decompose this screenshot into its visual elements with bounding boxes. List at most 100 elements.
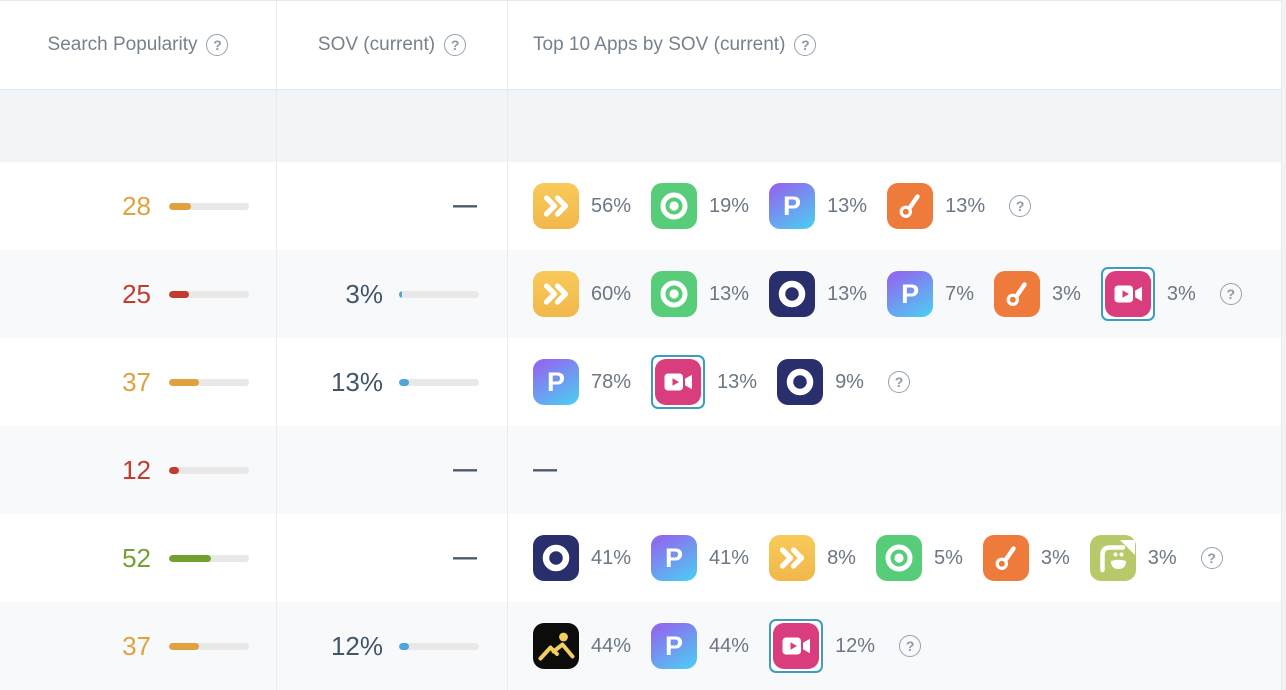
keyword-row: 28 — 56% 19% P 13% 13%? bbox=[0, 162, 1286, 250]
sov-cell: 13% bbox=[277, 338, 508, 426]
help-icon[interactable]: ? bbox=[206, 34, 229, 56]
smiley-icon[interactable] bbox=[1089, 535, 1136, 581]
app-item: 5% bbox=[875, 535, 963, 581]
letter-o-icon[interactable] bbox=[533, 535, 579, 581]
app-sov-value: 7% bbox=[945, 282, 974, 305]
letter-p-glyph: P bbox=[546, 366, 565, 397]
app-item: 41% bbox=[533, 535, 631, 581]
app-item: 13% bbox=[769, 271, 867, 317]
keyword-row: 37 13% P 78% 13% 9%? bbox=[0, 338, 1286, 426]
popularity-value: 37 bbox=[122, 366, 151, 397]
selected-app-outline bbox=[1100, 267, 1155, 321]
app-item: 13% bbox=[651, 271, 749, 317]
letter-p-icon[interactable]: P bbox=[533, 359, 579, 405]
popularity-value: 52 bbox=[122, 542, 151, 573]
app-item: 13% bbox=[887, 183, 985, 229]
app-item: 44% bbox=[533, 623, 631, 669]
sov-cell: — bbox=[277, 514, 508, 602]
app-sov-value: 13% bbox=[709, 282, 750, 305]
column-header-top-apps[interactable]: Top 10 Apps by SOV (current) ? bbox=[508, 1, 1286, 89]
app-item: 13% bbox=[651, 355, 757, 409]
app-sov-value: 5% bbox=[933, 546, 963, 569]
bar-fill bbox=[169, 554, 211, 562]
popularity-bar bbox=[169, 642, 249, 650]
app-sov-value: 13% bbox=[827, 194, 868, 217]
popularity-cell: 37 bbox=[0, 338, 277, 426]
top-apps-cell: 60% 13% 13% P 7% 3% 3%? bbox=[508, 250, 1286, 338]
app-sov-value: 3% bbox=[1040, 546, 1070, 569]
app-item: 9% bbox=[777, 359, 864, 405]
table-header: Search Popularity ? SOV (current) ? Top … bbox=[0, 1, 1286, 90]
empty-cell bbox=[277, 90, 508, 162]
selected-app-outline bbox=[769, 619, 824, 673]
top-apps-cell: — bbox=[508, 426, 1286, 514]
empty-cell bbox=[508, 90, 1286, 162]
keyword-row: 12 — — bbox=[0, 426, 1286, 514]
app-item: 8% bbox=[769, 535, 856, 581]
target-icon[interactable] bbox=[875, 535, 922, 581]
paintbrush-icon[interactable] bbox=[982, 535, 1029, 581]
letter-p-icon[interactable]: P bbox=[887, 271, 934, 317]
bar-fill bbox=[399, 290, 402, 298]
app-item: P 44% bbox=[651, 623, 749, 669]
help-icon[interactable]: ? bbox=[1219, 283, 1242, 305]
sov-bar bbox=[399, 378, 479, 386]
sov-bar bbox=[399, 642, 479, 650]
bar-fill bbox=[169, 466, 179, 474]
video-camera-icon[interactable] bbox=[773, 623, 820, 669]
keyword-row: 25 3% 60% 13% 13% P 7% 3% 3%? bbox=[0, 250, 1286, 338]
app-sov-value: 3% bbox=[1166, 282, 1196, 305]
sov-cell: — bbox=[277, 162, 508, 250]
help-icon[interactable]: ? bbox=[1200, 547, 1223, 569]
app-item: 3% bbox=[1100, 267, 1196, 321]
popularity-cell: 25 bbox=[0, 250, 277, 338]
fast-forward-icon[interactable] bbox=[533, 183, 579, 229]
target-icon[interactable] bbox=[651, 271, 698, 317]
sov-empty-dash: — bbox=[453, 192, 477, 219]
popularity-value: 28 bbox=[122, 190, 151, 221]
popularity-bar bbox=[169, 202, 249, 210]
letter-p-glyph: P bbox=[665, 542, 684, 573]
app-sov-value: 60% bbox=[591, 282, 632, 305]
fast-forward-icon[interactable] bbox=[533, 271, 579, 317]
paintbrush-icon[interactable] bbox=[994, 271, 1040, 317]
sov-value: 12% bbox=[330, 630, 383, 661]
letter-o-icon[interactable] bbox=[769, 271, 816, 317]
help-icon[interactable]: ? bbox=[899, 635, 922, 657]
app-item: P 7% bbox=[887, 271, 974, 317]
help-icon[interactable]: ? bbox=[794, 34, 817, 56]
help-icon[interactable]: ? bbox=[1009, 195, 1032, 217]
popularity-cell: 37 bbox=[0, 602, 277, 690]
app-sov-value: 44% bbox=[709, 634, 750, 657]
selected-app-outline bbox=[651, 355, 706, 409]
photo-icon[interactable] bbox=[533, 623, 579, 669]
video-camera-icon[interactable] bbox=[655, 359, 702, 405]
column-header-search-popularity[interactable]: Search Popularity ? bbox=[0, 1, 277, 89]
popularity-cell: 28 bbox=[0, 162, 277, 250]
letter-p-glyph: P bbox=[783, 190, 802, 221]
app-sov-value: 9% bbox=[835, 370, 864, 393]
bar-fill bbox=[399, 378, 410, 386]
help-icon[interactable]: ? bbox=[444, 34, 467, 56]
paintbrush-icon[interactable] bbox=[887, 183, 934, 229]
empty-row bbox=[0, 90, 1286, 162]
keyword-row: 52 — 41% P 41% 8% 5% 3% 3%? bbox=[0, 514, 1286, 602]
target-icon[interactable] bbox=[651, 183, 698, 229]
letter-p-icon[interactable]: P bbox=[769, 183, 816, 229]
video-camera-icon[interactable] bbox=[1104, 271, 1151, 317]
letter-p-icon[interactable]: P bbox=[651, 535, 698, 581]
app-sov-value: 19% bbox=[709, 194, 750, 217]
letter-o-icon[interactable] bbox=[777, 359, 824, 405]
app-sov-value: 3% bbox=[1052, 282, 1081, 305]
app-item: 3% bbox=[994, 271, 1081, 317]
sov-value: 13% bbox=[330, 366, 383, 397]
app-item: 60% bbox=[533, 271, 631, 317]
help-icon[interactable]: ? bbox=[887, 371, 910, 393]
app-sov-value: 8% bbox=[827, 546, 856, 569]
sov-bar bbox=[399, 290, 479, 298]
column-header-sov-current[interactable]: SOV (current) ? bbox=[277, 1, 508, 89]
popularity-bar bbox=[169, 290, 249, 298]
letter-p-icon[interactable]: P bbox=[651, 623, 698, 669]
fast-forward-icon[interactable] bbox=[769, 535, 816, 581]
